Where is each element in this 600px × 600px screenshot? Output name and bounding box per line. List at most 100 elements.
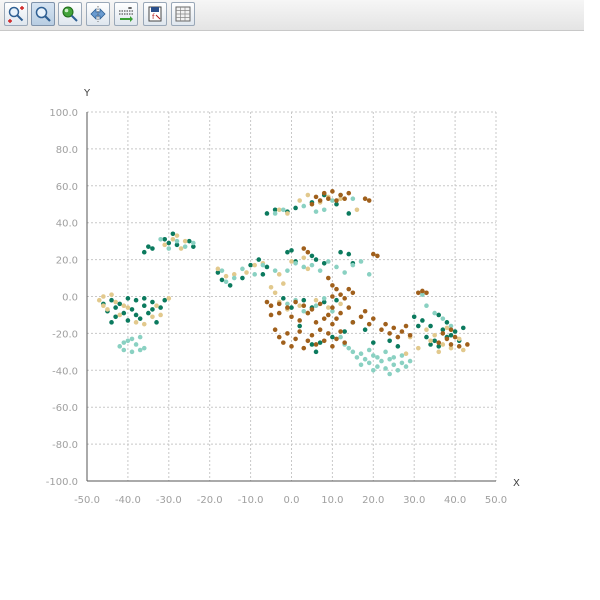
data-point [301,255,307,261]
data-point [321,207,327,213]
data-point [428,323,433,329]
y-axis-label: Y [83,88,91,99]
chart-toolbar: f [0,0,584,31]
data-point [330,334,335,340]
data-point [330,308,335,314]
data-point [129,349,135,355]
data-point [448,327,454,333]
data-point [285,211,290,216]
x-tick-label: -50.0 [74,495,100,506]
export-button[interactable]: f [143,2,167,26]
data-point [399,353,405,358]
data-point [387,338,392,344]
zoom-button[interactable] [31,2,55,26]
data-point [240,266,245,272]
data-point [276,310,282,316]
data-point [456,336,462,342]
data-point [424,303,429,309]
data-point [366,347,372,353]
data-point [375,355,380,360]
data-point [293,299,298,305]
data-point [391,325,397,331]
data-point [321,260,327,266]
data-point [297,303,302,309]
data-point [436,349,442,355]
y-tick-label: -40.0 [52,366,78,377]
data-point [174,233,180,238]
data-point [305,192,311,198]
scatter-chart: -50.0 -40.0 -30.0 -20.0 -10.0 0.0 10.0 20.0 30.0… [46,88,520,506]
data-point [150,307,155,312]
data-point [432,332,437,338]
data-point [432,338,437,344]
data-point [326,312,331,318]
data-point [387,356,392,362]
zoom-xy-icon [7,5,25,23]
data-point [133,320,139,325]
data-point [178,246,184,251]
data-point [321,190,327,196]
data-point [338,192,343,198]
data-point [358,259,364,264]
data-point [362,327,368,333]
data-point [219,268,225,273]
data-point [125,296,131,301]
data-point [428,342,433,347]
x-tick-label: -20.0 [197,495,223,506]
data-point [424,290,429,296]
data-point [141,321,147,327]
data-point [313,342,319,347]
data-point [444,320,450,325]
data-point [285,249,290,255]
data-point [281,207,286,213]
data-point [150,246,155,251]
data-point [326,196,331,202]
data-point [174,242,180,248]
data-point [264,211,270,216]
data-point [240,275,245,281]
data-point [452,334,458,340]
data-point [223,279,229,285]
data-point [150,314,155,320]
data-point [191,240,196,246]
reset-zoom-button[interactable] [86,2,110,26]
data-point [448,345,454,351]
data-point [141,345,147,351]
data-point [330,189,335,194]
data-point [96,297,102,303]
data-point [227,283,233,288]
axis-settings-button[interactable] [114,2,138,26]
table-button[interactable] [171,2,195,26]
data-point [276,334,282,340]
data-point [289,314,294,320]
data-point [305,249,311,255]
data-point [154,320,159,325]
data-point [146,310,151,316]
y-tick-label: 0.0 [62,293,78,304]
data-point [334,297,339,303]
data-point [321,299,327,305]
data-point [297,198,302,203]
data-point [182,238,188,244]
data-point [383,366,388,371]
zoom-xy-button[interactable] [4,2,28,26]
data-point [383,321,388,327]
y-tick-labels: -100.0 -80.0 -60.0 -40.0 -20.0 0.0 20.0 40.0 60.… [46,108,78,488]
data-point [358,314,364,320]
data-point [403,323,409,329]
data-point [289,248,294,253]
data-point [285,268,290,273]
data-point [117,312,123,318]
data-point [252,272,257,277]
data-point [297,318,302,323]
data-point [158,305,163,310]
data-point [407,358,413,364]
data-point [460,347,466,353]
data-point [330,305,335,310]
data-point [415,323,421,329]
pan-button[interactable] [58,2,82,26]
x-tick-label: 0.0 [284,495,300,506]
data-point [113,299,118,305]
y-tick-label: 100.0 [49,108,78,119]
data-point [113,314,118,320]
